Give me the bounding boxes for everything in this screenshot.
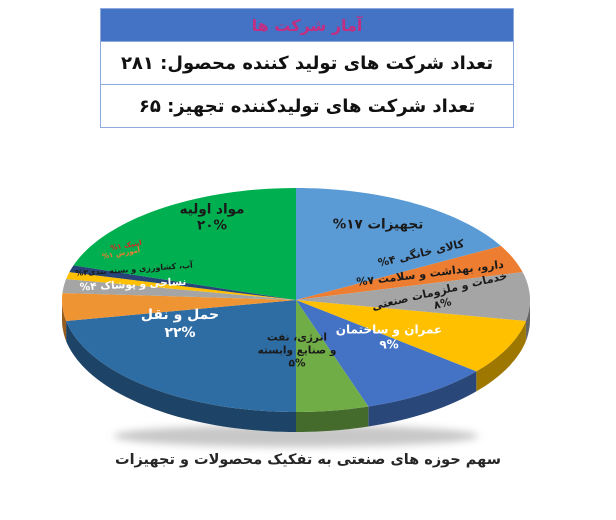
pie-slice-wall-3 (476, 321, 526, 392)
stats-table-title: آمار شرکت ها (101, 9, 513, 41)
pie-label-11: مواد اولیه ۲۰% (180, 202, 245, 234)
pie-slice-6 (66, 300, 296, 412)
pie-slice-9 (66, 272, 296, 300)
pie-slice-wall-4 (368, 371, 477, 427)
pie-slices (62, 188, 530, 412)
stats-row-products: تعداد شرکت های تولید کننده محصول: ۲۸۱ (101, 41, 513, 84)
pie-slice-8 (62, 279, 296, 300)
stats-row-equipment: تعداد شرکت های تولیدکننده تجهیز: ۶۵ (101, 84, 513, 127)
pie-3d-walls (62, 300, 530, 432)
pie-slice-3 (296, 300, 526, 372)
pie-slice-11 (73, 188, 296, 300)
pie-slice-5 (296, 300, 369, 412)
pie-chart: تجهیزات ۱۷% کالای خانگی ۴% دارو، بهداشت و … (0, 145, 616, 465)
pie-slice-10 (69, 265, 297, 300)
pie-slice-7 (62, 293, 296, 321)
pie-shadow (113, 425, 479, 447)
pie-label-4: عمران و ساختمان ۹% (336, 323, 443, 352)
pie-slice-0 (296, 188, 502, 300)
pie-label-6: حمل و نقل ۲۲% (141, 307, 219, 341)
pie-slice-1 (296, 246, 523, 300)
pie-slice-4 (296, 300, 477, 407)
pie-slice-wall-6 (66, 321, 296, 432)
pie-slice-2 (296, 272, 530, 321)
pie-label-7: نساجی و پوشاک ۴% (79, 276, 186, 294)
pie-ground-shadow (113, 425, 479, 447)
pie-label-5: انرژی، نفت و صنایع وابسته ۵% (258, 332, 337, 370)
pie-label-0: تجهیزات ۱۷% (333, 217, 424, 233)
chart-caption: سهم حوزه های صنعتی به تفکیک محصولات و تج… (115, 452, 501, 468)
pie-slice-wall-5 (296, 406, 369, 432)
stats-table: آمار شرکت ها تعداد شرکت های تولید کننده … (100, 8, 514, 128)
